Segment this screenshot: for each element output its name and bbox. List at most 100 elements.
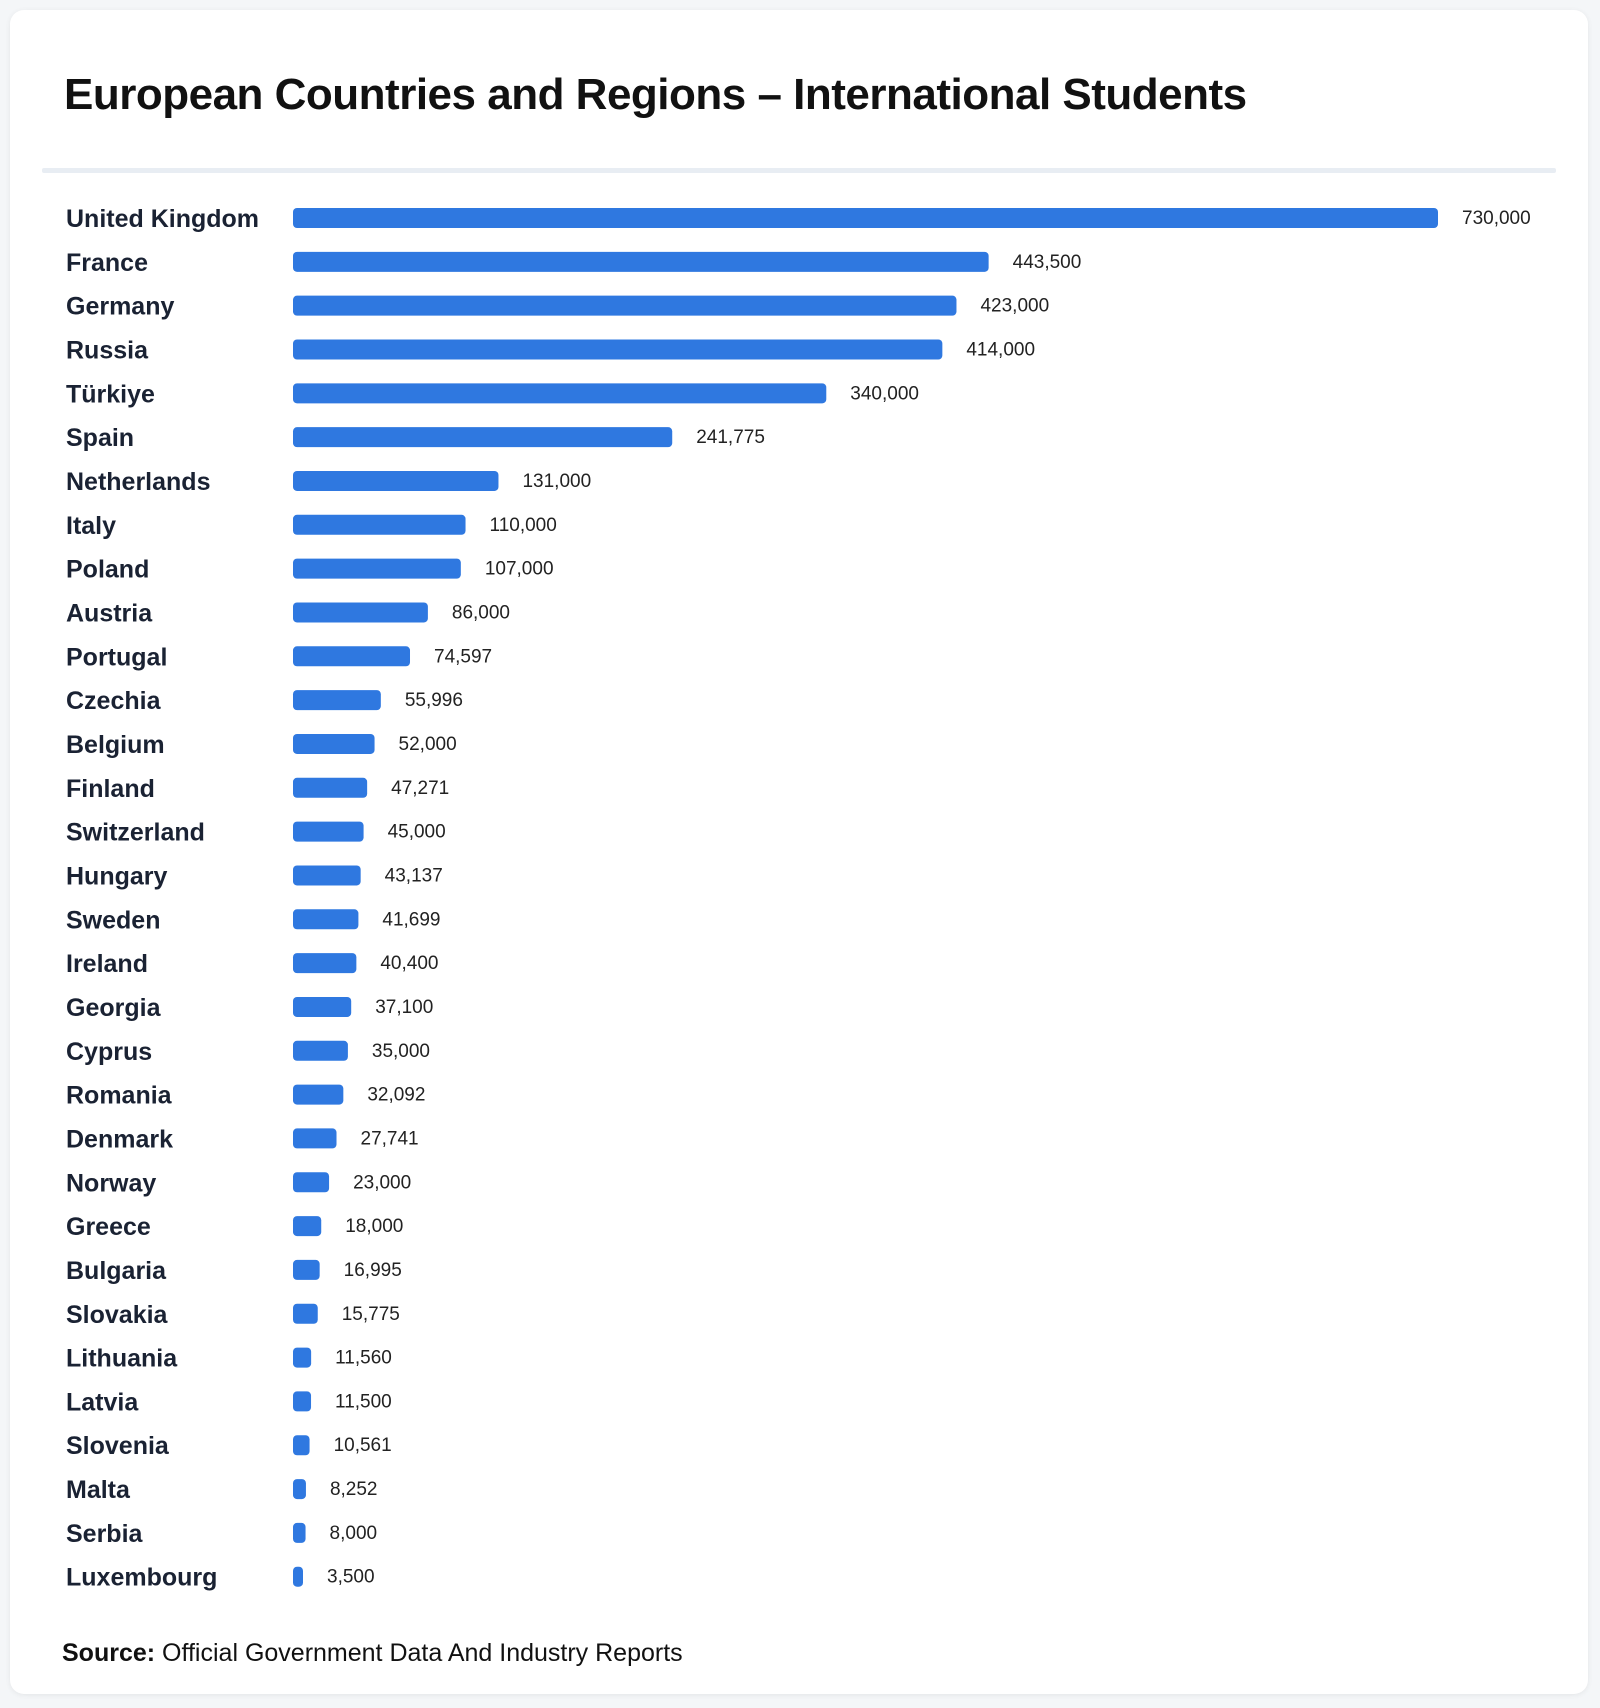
bar [293, 295, 957, 316]
bar [293, 427, 673, 448]
value-label: 55,996 [405, 690, 463, 711]
category-label: Poland [66, 556, 149, 584]
category-label: Luxembourg [66, 1564, 217, 1592]
value-label: 47,271 [391, 778, 449, 799]
category-label: Spain [66, 424, 134, 452]
bar [293, 208, 1438, 228]
category-label: Hungary [66, 862, 168, 890]
value-label: 23,000 [353, 1172, 411, 1193]
value-label: 18,000 [345, 1216, 403, 1237]
category-label: Serbia [66, 1520, 144, 1548]
value-label: 443,500 [1013, 252, 1082, 273]
bar [293, 821, 364, 842]
bar [293, 339, 943, 360]
value-label: 86,000 [452, 602, 510, 623]
category-label: Italy [66, 512, 116, 540]
chart-title: European Countries and Regions – Interna… [64, 70, 1247, 119]
bar [293, 1128, 337, 1149]
category-label: France [66, 249, 148, 277]
category-label: Lithuania [66, 1345, 178, 1373]
bar [293, 953, 357, 974]
bar [293, 1259, 320, 1280]
category-label: Ireland [66, 950, 148, 978]
category-label: Russia [66, 336, 149, 364]
bar [293, 909, 359, 930]
bar [293, 1040, 348, 1061]
value-label: 15,775 [342, 1304, 400, 1325]
bar [293, 1435, 310, 1456]
category-label: Türkiye [66, 380, 155, 408]
bar [293, 1172, 330, 1193]
value-label: 110,000 [490, 515, 557, 536]
bar [293, 865, 361, 886]
value-label: 37,100 [375, 997, 433, 1018]
category-label: Slovakia [66, 1301, 169, 1329]
chart-card: European Countries and Regions – Interna… [10, 10, 1588, 1694]
value-label: 11,560 [335, 1348, 392, 1369]
category-label: Switzerland [66, 819, 205, 847]
value-label: 10,561 [334, 1435, 392, 1456]
value-label: 423,000 [980, 296, 1049, 317]
category-label: Portugal [66, 643, 167, 671]
bar [293, 646, 411, 667]
bar [293, 1479, 306, 1500]
bar [293, 251, 989, 272]
value-label: 35,000 [372, 1041, 430, 1062]
value-label: 107,000 [485, 559, 554, 580]
value-label: 241,775 [696, 427, 765, 448]
value-label: 32,092 [367, 1085, 425, 1106]
value-label: 41,699 [382, 909, 440, 930]
source-label: Source: [62, 1639, 156, 1667]
category-label: Romania [66, 1082, 173, 1110]
value-label: 131,000 [522, 471, 591, 492]
value-label: 74,597 [434, 646, 492, 667]
bar [293, 690, 381, 711]
bar [293, 1347, 312, 1368]
value-label: 40,400 [380, 953, 438, 974]
bar [293, 733, 375, 754]
value-label: 8,252 [330, 1479, 378, 1500]
value-label: 8,000 [330, 1523, 378, 1544]
source-text: Official Government Data And Industry Re… [162, 1639, 683, 1667]
value-label: 11,500 [335, 1391, 392, 1412]
value-label: 27,741 [361, 1128, 419, 1149]
bar [293, 558, 461, 579]
bar [293, 383, 827, 404]
value-label: 3,500 [327, 1567, 375, 1588]
bar [293, 1566, 303, 1587]
bar [293, 514, 466, 535]
category-label: Netherlands [66, 468, 210, 496]
category-label: Bulgaria [66, 1257, 167, 1285]
category-label: Greece [66, 1213, 151, 1241]
category-label: Georgia [66, 994, 162, 1022]
bar [293, 470, 499, 491]
category-label: Austria [66, 599, 153, 627]
category-label: Sweden [66, 906, 160, 934]
bar [293, 602, 428, 623]
title-divider [42, 168, 1556, 173]
bar [293, 777, 368, 798]
source-note: Source: Official Government Data And Ind… [62, 1639, 683, 1668]
category-label: Slovenia [66, 1432, 170, 1460]
bar [293, 1522, 306, 1543]
category-label: Malta [66, 1476, 131, 1504]
value-label: 16,995 [344, 1260, 402, 1281]
category-label: Norway [66, 1169, 156, 1197]
category-label: Belgium [66, 731, 165, 759]
category-label: Czechia [66, 687, 162, 715]
bar [293, 1391, 312, 1412]
category-label: Cyprus [66, 1038, 152, 1066]
bar [293, 996, 352, 1017]
value-label: 414,000 [966, 339, 1035, 360]
value-label: 43,137 [385, 865, 443, 886]
category-label: Latvia [66, 1388, 139, 1416]
value-label: 340,000 [850, 383, 919, 404]
category-label: Germany [66, 293, 174, 321]
bar [293, 1303, 318, 1324]
category-label: Denmark [66, 1125, 173, 1153]
bar [293, 1216, 322, 1237]
category-label: United Kingdom [66, 205, 259, 233]
category-label: Finland [66, 775, 155, 803]
value-label: 52,000 [399, 734, 457, 755]
value-label: 45,000 [388, 822, 446, 843]
